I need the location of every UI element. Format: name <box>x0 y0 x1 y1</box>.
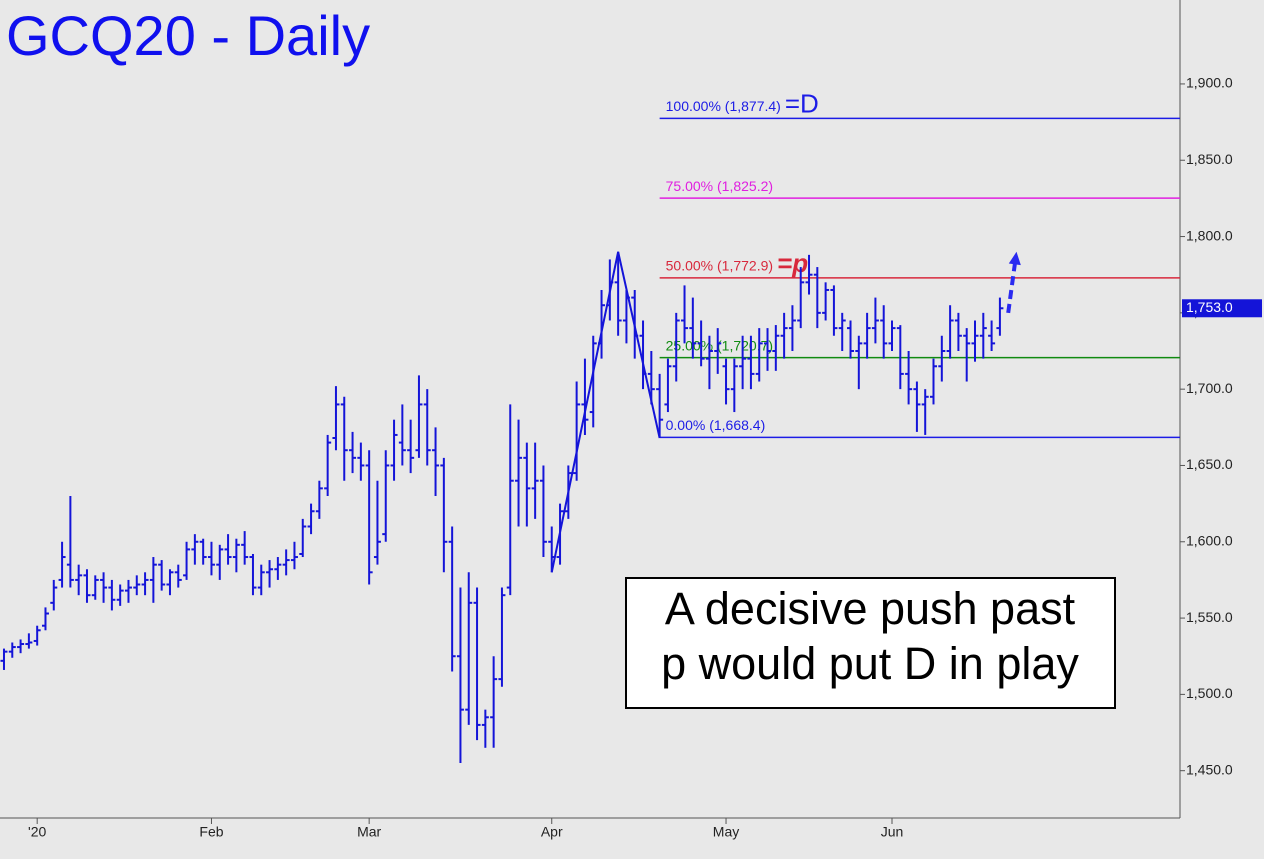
level-label: 0.00% (1,668.4) <box>666 417 766 433</box>
chart-title: GCQ20 - Daily <box>6 4 370 67</box>
level-tag: =D <box>785 88 819 118</box>
price-tag-label: 1,753.0 <box>1186 299 1233 315</box>
level-label: 50.00% (1,772.9) <box>666 258 773 274</box>
y-tick-label: 1,450.0 <box>1186 761 1233 777</box>
y-tick-label: 1,500.0 <box>1186 685 1233 701</box>
x-tick-label: Jun <box>881 824 904 840</box>
y-tick-label: 1,600.0 <box>1186 532 1233 548</box>
level-label: 75.00% (1,825.2) <box>666 178 773 194</box>
price-tag <box>1182 299 1262 318</box>
y-tick-label: 1,550.0 <box>1186 609 1233 625</box>
note-line: p would put D in play <box>661 638 1079 689</box>
y-tick-label: 1,800.0 <box>1186 227 1233 243</box>
corner <box>1180 818 1264 859</box>
note-box <box>625 577 1116 709</box>
level-label: 25.00% (1,720.7) <box>666 337 773 353</box>
x-tick-label: Apr <box>541 824 563 840</box>
level-tag: =p <box>777 248 808 278</box>
y-tick-label: 1,700.0 <box>1186 380 1233 396</box>
y-tick-label: 1,900.0 <box>1186 75 1233 91</box>
x-tick-label: '20 <box>28 824 46 840</box>
y-tick-label: 1,850.0 <box>1186 151 1233 167</box>
projection-line <box>1006 261 1018 314</box>
swing-line <box>550 251 661 573</box>
x-tick-label: Feb <box>199 824 223 840</box>
note-line: A decisive push past <box>665 583 1076 634</box>
x-tick-label: Mar <box>357 824 381 840</box>
x-tick-label: May <box>713 824 739 840</box>
projection-head <box>1008 251 1021 266</box>
level-label: 100.00% (1,877.4) <box>666 98 781 114</box>
y-tick-label: 1,650.0 <box>1186 456 1233 472</box>
